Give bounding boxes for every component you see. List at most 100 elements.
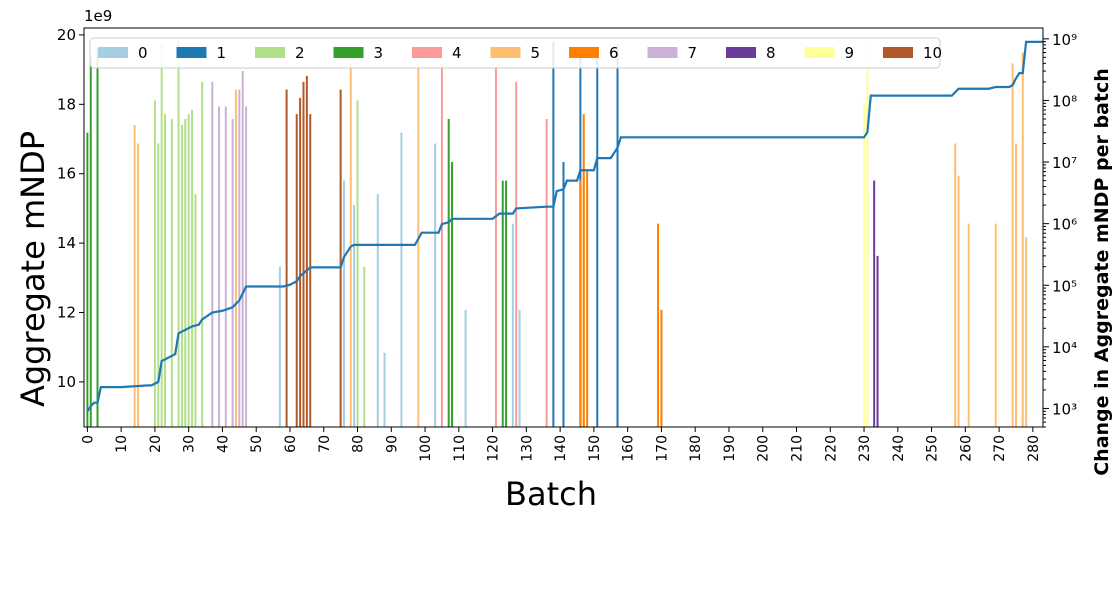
legend-label: 6 [609, 44, 619, 62]
bar-series-0 [353, 205, 356, 427]
bar-series-2 [187, 114, 190, 428]
bar-series-7 [218, 106, 221, 428]
x-axis: 0 10 20 30 40 50 60 70 80 90 100 110 120 130 140 150 160… [80, 427, 1042, 462]
right-tick-label: 10⁸ [1052, 92, 1077, 110]
legend-swatch [98, 47, 128, 58]
left-tick-label: 20 [57, 26, 76, 44]
x-tick-label: 80 [351, 435, 367, 453]
x-tick-label: 250 [925, 435, 941, 462]
bar-series-5 [994, 223, 997, 427]
right-tick-label: 10³ [1052, 400, 1077, 418]
x-tick-label: 20 [148, 435, 164, 453]
bar-series-1 [616, 44, 619, 427]
legend-swatch [647, 47, 678, 58]
bar-series-5 [1011, 63, 1014, 428]
bar-series-3 [451, 162, 454, 428]
bar-series-5 [1014, 143, 1017, 427]
x-tick-label: 10 [114, 435, 130, 453]
x-tick-label: 210 [790, 435, 806, 462]
x-tick-label: 240 [891, 435, 907, 462]
bar-series-2 [184, 118, 187, 428]
legend-item-10: 10 [883, 44, 942, 62]
y-offset-label: 1e9 [84, 7, 112, 25]
bars-layer [86, 38, 1028, 428]
bar-series-1 [562, 162, 565, 428]
bar-series-3 [505, 180, 508, 427]
bar-series-7 [224, 106, 227, 428]
legend-label: 7 [688, 44, 698, 62]
legend-item-8: 8 [726, 44, 776, 62]
legend-item-7: 7 [647, 44, 698, 62]
bar-series-10 [295, 114, 298, 428]
x-tick-label: 30 [182, 435, 198, 453]
bar-series-0 [464, 309, 467, 427]
bar-series-5 [957, 175, 960, 427]
bar-series-5 [349, 63, 352, 428]
bar-series-4 [545, 118, 548, 428]
bar-series-7 [231, 118, 234, 428]
x-tick-label: 160 [621, 435, 637, 462]
bar-series-2 [164, 114, 167, 428]
bar-series-0 [383, 352, 386, 427]
legend-item-2: 2 [255, 44, 305, 62]
bar-series-5 [234, 89, 237, 427]
bar-series-5 [133, 124, 136, 428]
bar-series-0 [511, 223, 514, 427]
bar-series-2 [201, 81, 204, 427]
x-tick-label: 130 [519, 435, 535, 462]
x-tick-label: 270 [992, 435, 1008, 462]
bar-series-5 [1025, 237, 1028, 427]
x-tick-label: 190 [722, 435, 738, 462]
legend-item-6: 6 [569, 44, 619, 62]
bar-series-2 [191, 109, 194, 428]
legend-label: 2 [295, 44, 305, 62]
bar-series-6 [586, 171, 589, 427]
legend-swatch [883, 47, 913, 58]
legend-label: 9 [845, 44, 855, 62]
bar-series-3 [86, 132, 89, 427]
cumulative-line [86, 40, 1043, 412]
bar-series-6 [660, 309, 663, 427]
x-tick-label: 170 [654, 435, 670, 462]
legend-swatch [412, 47, 442, 58]
bar-series-10 [309, 114, 312, 428]
bar-series-2 [153, 100, 156, 427]
x-tick-label: 120 [486, 435, 502, 462]
right-tick-label: 10⁵ [1052, 277, 1077, 295]
bar-series-3 [501, 180, 504, 427]
legend-item-9: 9 [804, 44, 855, 62]
x-tick-label: 260 [958, 435, 974, 462]
bar-series-4 [440, 63, 443, 428]
legend-swatch [569, 47, 599, 58]
right-axis: 10³ 10⁴ 10⁵ 10⁶ 10⁷ 10⁸ 10⁹ [1043, 31, 1077, 428]
right-tick-label: 10⁴ [1052, 339, 1077, 357]
legend-label: 10 [923, 44, 942, 62]
bar-series-5 [1021, 52, 1024, 427]
bar-series-0 [278, 266, 281, 427]
y-axis-title-left: Aggregate mNDP [14, 131, 52, 407]
bar-series-5 [967, 223, 970, 427]
right-tick-label: 10⁷ [1052, 154, 1077, 172]
y-axis-title-right: Change in Aggregate mNDP per batch [1091, 68, 1113, 476]
legend-label: 4 [452, 44, 462, 62]
bar-series-1 [596, 48, 599, 427]
bar-series-7 [241, 71, 244, 427]
bar-series-6 [657, 223, 660, 427]
bar-series-0 [376, 194, 379, 427]
bar-series-7 [211, 81, 214, 427]
legend-swatch [490, 47, 521, 58]
x-tick-label: 280 [1026, 435, 1042, 462]
legend-swatch [804, 47, 835, 58]
bar-series-4 [494, 66, 497, 428]
bar-series-3 [447, 118, 450, 428]
legend-label: 8 [766, 44, 776, 62]
bar-series-2 [177, 38, 180, 427]
bar-series-2 [194, 194, 197, 427]
legend-swatch [726, 47, 756, 58]
bar-series-3 [89, 57, 92, 427]
bar-series-0 [400, 132, 403, 427]
bar-series-0 [518, 309, 521, 427]
bar-series-5 [137, 143, 140, 427]
x-tick-label: 50 [249, 435, 265, 453]
